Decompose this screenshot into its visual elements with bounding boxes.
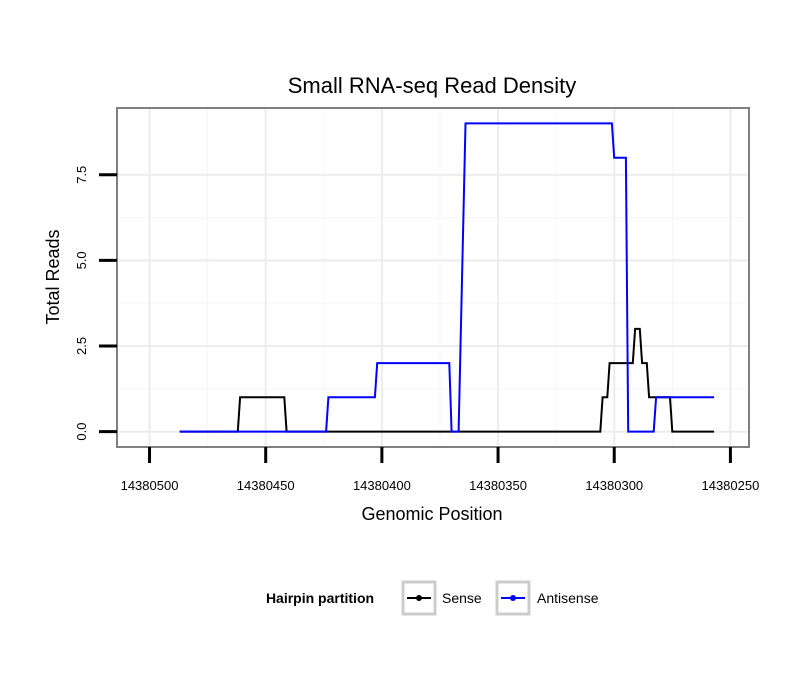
series-line-sense [179, 327, 715, 433]
legend-item-antisense: Antisense [495, 580, 599, 616]
y-tick-label: 0.0 [74, 423, 89, 441]
x-tick-label: 14380350 [469, 478, 527, 493]
x-tick-label: 14380250 [701, 478, 759, 493]
series-line-antisense [179, 122, 715, 433]
x-tick-label: 14380450 [237, 478, 295, 493]
legend: Hairpin partition Sense Antisense [266, 580, 599, 616]
legend-point-sense [416, 595, 422, 601]
chart-title: Small RNA-seq Read Density [288, 73, 577, 98]
plot-border [116, 107, 750, 448]
legend-title: Hairpin partition [266, 590, 374, 606]
y-tick-label: 7.5 [74, 166, 89, 184]
legend-label-sense: Sense [442, 590, 482, 606]
x-tick-label: 14380300 [585, 478, 643, 493]
legend-point-antisense [510, 595, 516, 601]
x-axis: 14380500 14380450 14380400 14380350 14380300… [121, 447, 759, 493]
legend-label-antisense: Antisense [537, 590, 599, 606]
plot-background [117, 108, 749, 447]
series-lines [179, 122, 715, 433]
y-axis: 0.0 2.5 5.0 7.5 [74, 166, 117, 441]
y-tick-label: 2.5 [74, 337, 89, 355]
legend-item-sense: Sense [401, 580, 482, 616]
x-tick-label: 14380500 [121, 478, 179, 493]
y-tick-label: 5.0 [74, 251, 89, 269]
x-axis-title: Genomic Position [361, 504, 502, 524]
plot-area [116, 107, 750, 448]
x-tick-label: 14380400 [353, 478, 411, 493]
y-axis-title: Total Reads [43, 229, 63, 324]
